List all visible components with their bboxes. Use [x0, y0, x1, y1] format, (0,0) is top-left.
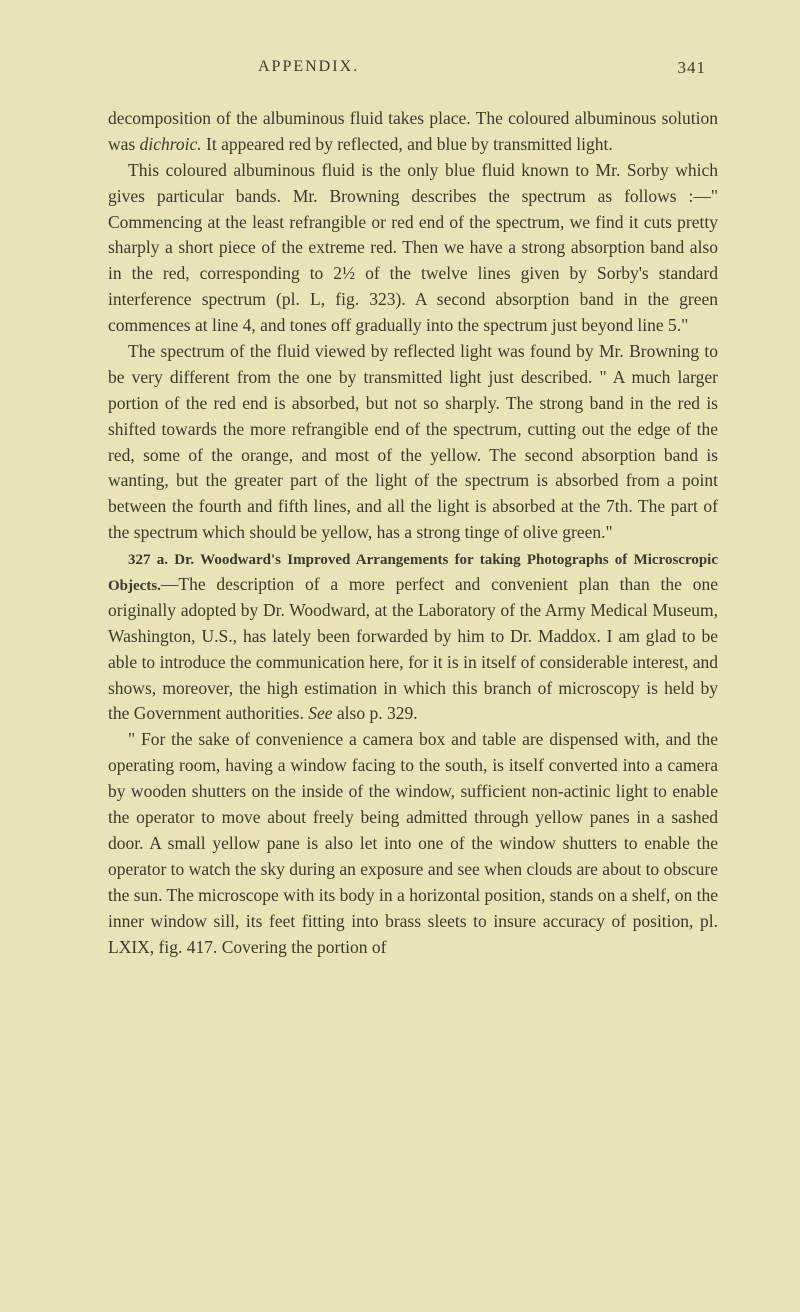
header-title: APPENDIX.	[258, 58, 359, 78]
paragraph-4: 327 a. Dr. Woodward's Improved Arrangeme…	[108, 546, 718, 727]
p4-cont2: also p. 329.	[333, 703, 418, 723]
page-header: APPENDIX. 341	[108, 58, 718, 78]
p5-text: " For the sake of convenience a camera b…	[108, 729, 718, 956]
paragraph-5: " For the sake of convenience a camera b…	[108, 727, 718, 960]
page-number: 341	[678, 58, 707, 78]
body-text: decomposition of the albuminous fluid ta…	[108, 106, 718, 960]
paragraph-3: The spectrum of the fluid viewed by refl…	[108, 339, 718, 546]
p1-cont: It appeared red by reflected, and blue b…	[202, 134, 613, 154]
paragraph-1: decomposition of the albuminous fluid ta…	[108, 106, 718, 158]
p4-cont: —The description of a more perfect and c…	[108, 574, 718, 723]
paragraph-2: This coloured albuminous fluid is the on…	[108, 158, 718, 339]
p4-italic: See	[308, 703, 332, 723]
p2-text: This coloured albuminous fluid is the on…	[108, 160, 718, 335]
p1-italic: dichroic.	[140, 134, 202, 154]
p3-text: The spectrum of the fluid viewed by refl…	[108, 341, 718, 542]
